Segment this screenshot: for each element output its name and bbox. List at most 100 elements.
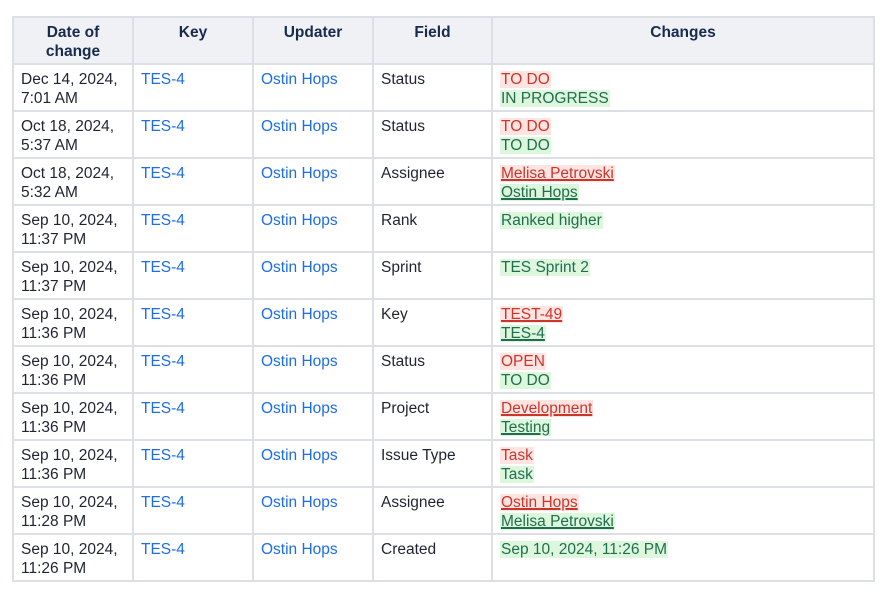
updater-cell: Ostin Hops — [252, 392, 374, 441]
changes-cell: Task Task — [491, 439, 875, 488]
changes-cell: TES Sprint 2 — [491, 251, 875, 300]
key-cell: TES-4 — [132, 533, 254, 582]
key-cell: TES-4 — [132, 251, 254, 300]
key-cell: TES-4 — [132, 439, 254, 488]
date-cell: Sep 10, 2024, 11:37 PM — [12, 204, 134, 253]
updater-link[interactable]: Ostin Hops — [261, 212, 338, 229]
old-value[interactable]: Ostin Hops — [500, 494, 579, 511]
updater-link[interactable]: Ostin Hops — [261, 353, 338, 370]
date-cell: Sep 10, 2024, 11:26 PM — [12, 533, 134, 582]
old-value: OPEN — [500, 353, 546, 370]
table-row: Sep 10, 2024, 11:36 PM TES-4 Ostin Hops … — [12, 439, 875, 488]
old-value: TO DO — [500, 71, 551, 88]
updater-link[interactable]: Ostin Hops — [261, 400, 338, 417]
issue-key-link[interactable]: TES-4 — [141, 212, 185, 229]
table-row: Sep 10, 2024, 11:37 PM TES-4 Ostin Hops … — [12, 204, 875, 253]
updater-cell: Ostin Hops — [252, 439, 374, 488]
changes-cell: Ostin Hops Melisa Petrovski — [491, 486, 875, 535]
issue-key-link[interactable]: TES-4 — [141, 118, 185, 135]
new-value[interactable]: Ostin Hops — [500, 184, 579, 201]
key-cell: TES-4 — [132, 345, 254, 394]
changes-cell: OPEN TO DO — [491, 345, 875, 394]
changes-cell: Sep 10, 2024, 11:26 PM — [491, 533, 875, 582]
key-cell: TES-4 — [132, 110, 254, 159]
old-value[interactable]: Melisa Petrovski — [500, 165, 615, 182]
table-row: Sep 10, 2024, 11:28 PM TES-4 Ostin Hops … — [12, 486, 875, 535]
new-value: TO DO — [500, 137, 551, 154]
table-row: Sep 10, 2024, 11:36 PM TES-4 Ostin Hops … — [12, 298, 875, 347]
date-cell: Dec 14, 2024, 7:01 AM — [12, 63, 134, 112]
new-value[interactable]: Melisa Petrovski — [500, 513, 615, 530]
updater-link[interactable]: Ostin Hops — [261, 118, 338, 135]
field-cell: Status — [372, 63, 493, 112]
updater-link[interactable]: Ostin Hops — [261, 259, 338, 276]
issue-key-link[interactable]: TES-4 — [141, 259, 185, 276]
field-cell: Assignee — [372, 157, 493, 206]
field-cell: Rank — [372, 204, 493, 253]
updater-link[interactable]: Ostin Hops — [261, 494, 338, 511]
table-row: Sep 10, 2024, 11:37 PM TES-4 Ostin Hops … — [12, 251, 875, 300]
table-row: Dec 14, 2024, 7:01 AM TES-4 Ostin Hops S… — [12, 63, 875, 112]
key-cell: TES-4 — [132, 63, 254, 112]
updater-link[interactable]: Ostin Hops — [261, 306, 338, 323]
date-cell: Sep 10, 2024, 11:36 PM — [12, 345, 134, 394]
updater-link[interactable]: Ostin Hops — [261, 165, 338, 182]
field-cell: Issue Type — [372, 439, 493, 488]
key-cell: TES-4 — [132, 204, 254, 253]
date-cell: Sep 10, 2024, 11:28 PM — [12, 486, 134, 535]
new-value[interactable]: Testing — [500, 419, 552, 436]
key-cell: TES-4 — [132, 486, 254, 535]
new-value: TES Sprint 2 — [500, 259, 590, 276]
updater-cell: Ostin Hops — [252, 110, 374, 159]
issue-key-link[interactable]: TES-4 — [141, 353, 185, 370]
updater-cell: Ostin Hops — [252, 63, 374, 112]
updater-cell: Ostin Hops — [252, 298, 374, 347]
table-row: Oct 18, 2024, 5:32 AM TES-4 Ostin Hops A… — [12, 157, 875, 206]
updater-link[interactable]: Ostin Hops — [261, 447, 338, 464]
table-row: Sep 10, 2024, 11:26 PM TES-4 Ostin Hops … — [12, 533, 875, 582]
changes-cell: Ranked higher — [491, 204, 875, 253]
old-value: Task — [500, 447, 534, 464]
date-cell: Oct 18, 2024, 5:32 AM — [12, 157, 134, 206]
new-value: IN PROGRESS — [500, 90, 610, 107]
updater-cell: Ostin Hops — [252, 345, 374, 394]
changes-cell: TO DO IN PROGRESS — [491, 63, 875, 112]
new-value: Ranked higher — [500, 212, 603, 229]
new-value: TO DO — [500, 372, 551, 389]
header-changes: Changes — [491, 16, 875, 65]
issue-key-link[interactable]: TES-4 — [141, 306, 185, 323]
issue-key-link[interactable]: TES-4 — [141, 400, 185, 417]
key-cell: TES-4 — [132, 392, 254, 441]
key-cell: TES-4 — [132, 298, 254, 347]
new-value: Sep 10, 2024, 11:26 PM — [500, 541, 669, 558]
issue-key-link[interactable]: TES-4 — [141, 71, 185, 88]
issue-key-link[interactable]: TES-4 — [141, 494, 185, 511]
date-cell: Sep 10, 2024, 11:36 PM — [12, 298, 134, 347]
field-cell: Status — [372, 345, 493, 394]
updater-link[interactable]: Ostin Hops — [261, 541, 338, 558]
updater-cell: Ostin Hops — [252, 533, 374, 582]
date-cell: Oct 18, 2024, 5:37 AM — [12, 110, 134, 159]
updater-link[interactable]: Ostin Hops — [261, 71, 338, 88]
header-row: Date of change Key Updater Field Changes — [12, 16, 875, 65]
field-cell: Assignee — [372, 486, 493, 535]
field-cell: Status — [372, 110, 493, 159]
field-cell: Sprint — [372, 251, 493, 300]
table-row: Oct 18, 2024, 5:37 AM TES-4 Ostin Hops S… — [12, 110, 875, 159]
table-row: Sep 10, 2024, 11:36 PM TES-4 Ostin Hops … — [12, 392, 875, 441]
old-value: TO DO — [500, 118, 551, 135]
field-cell: Project — [372, 392, 493, 441]
old-value[interactable]: Development — [500, 400, 594, 417]
old-value[interactable]: TEST-49 — [500, 306, 564, 323]
changes-cell: TEST-49 TES-4 — [491, 298, 875, 347]
header-date: Date of change — [12, 16, 134, 65]
change-history-table: Date of change Key Updater Field Changes… — [12, 16, 875, 582]
issue-key-link[interactable]: TES-4 — [141, 541, 185, 558]
updater-cell: Ostin Hops — [252, 204, 374, 253]
updater-cell: Ostin Hops — [252, 251, 374, 300]
new-value: Task — [500, 466, 534, 483]
new-value[interactable]: TES-4 — [500, 325, 546, 342]
issue-key-link[interactable]: TES-4 — [141, 165, 185, 182]
changes-cell: Melisa Petrovski Ostin Hops — [491, 157, 875, 206]
issue-key-link[interactable]: TES-4 — [141, 447, 185, 464]
